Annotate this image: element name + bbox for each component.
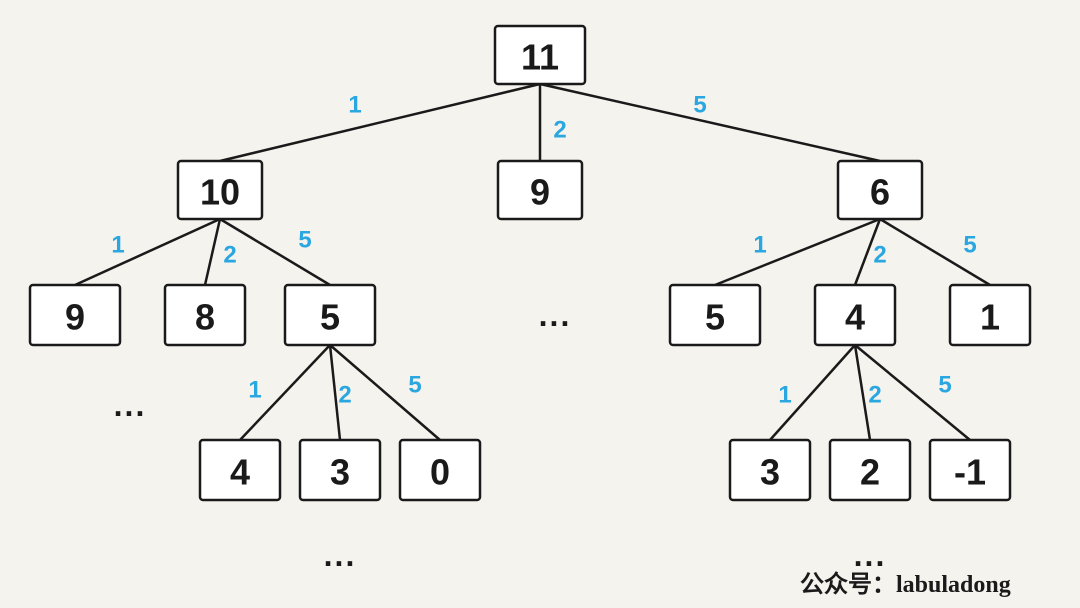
node-n8: 8: [165, 285, 245, 345]
node-label-n4a: 4: [845, 297, 865, 338]
edge-label-n5a-n3a: 2: [338, 382, 351, 409]
node-n4a: 4: [815, 285, 895, 345]
node-label-n9a: 9: [530, 172, 550, 213]
edge-label-n10-n5a: 5: [298, 227, 311, 254]
node-label-n2: 2: [860, 452, 880, 493]
ellipsis-3: ...: [854, 537, 887, 573]
node-n1: 1: [950, 285, 1030, 345]
node-n9a: 9: [498, 161, 582, 219]
edge-n11-n6: [540, 84, 880, 161]
node-label-n9b: 9: [65, 297, 85, 338]
edge-label-n4a-n2: 2: [868, 382, 881, 409]
node-label-n1: 1: [980, 297, 1000, 338]
edge-label-n4a-n3b: 1: [778, 382, 791, 409]
node-n10: 10: [178, 161, 262, 219]
ellipsis-0: ...: [539, 297, 572, 333]
node-n5b: 5: [670, 285, 760, 345]
edge-n6-n5b: [715, 219, 880, 285]
edge-label-n11-n9a: 2: [553, 117, 566, 144]
edge-label-n4a-nm1: 5: [938, 372, 951, 399]
node-label-n3a: 3: [330, 452, 350, 493]
edge-label-n10-n9b: 1: [111, 232, 124, 259]
node-label-n8: 8: [195, 297, 215, 338]
node-label-n4b: 4: [230, 452, 250, 493]
node-nm1: -1: [930, 440, 1010, 500]
ellipsis-2: ...: [324, 537, 357, 573]
node-label-n3b: 3: [760, 452, 780, 493]
edge-n10-n9b: [75, 219, 220, 285]
node-label-n5a: 5: [320, 297, 340, 338]
edge-label-n5a-n4b: 1: [248, 377, 261, 404]
node-label-n5b: 5: [705, 297, 725, 338]
node-n0: 0: [400, 440, 480, 500]
node-label-n11: 11: [521, 37, 559, 78]
edge-labels-layer: 1 2 5 1 2 5 1 2 5 1 2 5 1 2 5: [111, 92, 976, 409]
edge-label-n5a-n0: 5: [408, 372, 421, 399]
node-n6: 6: [838, 161, 922, 219]
edge-label-n10-n8: 2: [223, 242, 236, 269]
edge-n10-n8: [205, 219, 220, 285]
credit-text: 公众号：labuladong: [800, 571, 1011, 598]
node-n3b: 3: [730, 440, 810, 500]
node-n5a: 5: [285, 285, 375, 345]
node-n3a: 3: [300, 440, 380, 500]
node-n9b: 9: [30, 285, 120, 345]
node-n11: 11: [495, 26, 585, 84]
edge-label-n6-n1: 5: [963, 232, 976, 259]
node-n2: 2: [830, 440, 910, 500]
edge-n11-n10: [220, 84, 540, 161]
node-label-n6: 6: [870, 172, 890, 213]
node-label-nm1: -1: [954, 452, 986, 493]
node-label-n10: 10: [200, 172, 240, 213]
edge-label-n6-n4a: 2: [873, 242, 886, 269]
edge-label-n6-n5b: 1: [753, 232, 766, 259]
node-n4b: 4: [200, 440, 280, 500]
edge-label-n11-n10: 1: [348, 92, 361, 119]
tree-diagram: 1 2 5 1 2 5 1 2 5 1 2 5 1 2 5 11 10 9 6 9 8 5 5 4 1 4 3 0 3 2 -1......…: [0, 0, 1080, 608]
edges-layer: [75, 84, 990, 440]
ellipsis-1: ...: [114, 387, 147, 423]
node-label-n0: 0: [430, 452, 450, 493]
edge-label-n11-n6: 5: [693, 92, 706, 119]
